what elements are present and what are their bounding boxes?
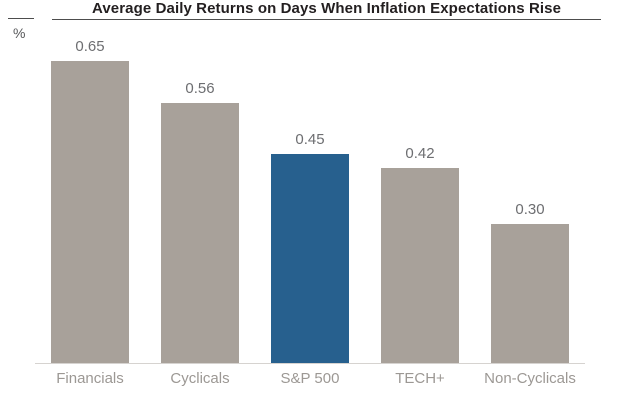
bar: [271, 154, 349, 363]
x-axis-category-label: Non-Cyclicals: [484, 370, 576, 387]
y-axis-top-tick: [8, 18, 34, 19]
bar-value-label: 0.56: [185, 80, 215, 97]
x-axis-category-label: Financials: [56, 370, 124, 387]
bar: [161, 103, 239, 363]
x-axis-baseline: [35, 363, 585, 364]
bar-value-label: 0.30: [515, 201, 545, 218]
bar-value-label: 0.45: [295, 131, 325, 148]
bar: [381, 168, 459, 363]
bar: [51, 61, 129, 363]
bar-column: 0.56: [145, 30, 255, 363]
plot-area: 0.65 0.56 0.45 0.42 0.30: [35, 30, 585, 363]
bar: [491, 224, 569, 363]
bar-column: 0.45: [255, 30, 365, 363]
x-axis-category-label: TECH+: [395, 370, 445, 387]
x-axis-labels: Financials Cyclicals S&P 500 TECH+ Non-Cycli…: [35, 370, 585, 388]
x-axis-category-label: S&P 500: [280, 370, 340, 387]
bar-column: 0.42: [365, 30, 475, 363]
bar-value-label: 0.65: [75, 38, 105, 55]
bar-value-label: 0.42: [405, 145, 435, 162]
x-axis-category-label: Cyclicals: [170, 370, 230, 387]
chart-title: Average Daily Returns on Days When Infla…: [52, 1, 601, 20]
bar-column: 0.65: [35, 30, 145, 363]
bar-column: 0.30: [475, 30, 585, 363]
y-axis-unit-label: %: [13, 25, 26, 41]
